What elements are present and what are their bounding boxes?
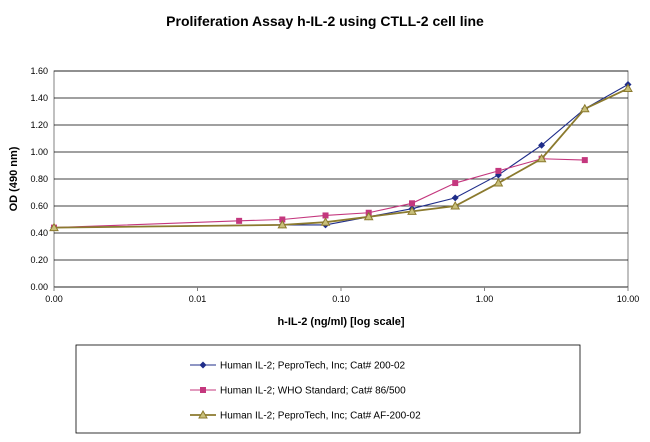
legend-marker xyxy=(200,387,206,393)
data-point xyxy=(320,217,331,226)
data-point xyxy=(279,216,286,223)
y-tick-label: 1.00 xyxy=(30,147,48,157)
legend-marker xyxy=(198,409,208,419)
data-point xyxy=(581,157,588,164)
series-3 xyxy=(49,83,633,232)
data-point xyxy=(623,83,633,93)
legend-label: Human IL-2; PeproTech, Inc; Cat# AF-200-… xyxy=(220,411,421,422)
x-axis-title: h-IL-2 (ng/ml) [log scale] xyxy=(277,316,404,328)
data-point xyxy=(322,212,329,219)
data-point xyxy=(536,153,547,163)
data-point xyxy=(277,219,288,229)
y-tick-label: 1.40 xyxy=(30,93,48,103)
data-point xyxy=(495,167,502,174)
data-point xyxy=(49,222,59,232)
data-point xyxy=(451,194,459,202)
x-tick-label: 0.01 xyxy=(189,294,207,304)
x-tick-label: 0.00 xyxy=(45,294,63,304)
y-tick-label: 0.80 xyxy=(30,174,48,184)
data-point xyxy=(236,217,243,224)
x-tick-label: 10.00 xyxy=(617,294,640,304)
data-point xyxy=(452,180,459,187)
legend-box xyxy=(75,344,581,434)
x-tick-label: 0.10 xyxy=(332,294,350,304)
y-tick-label: 1.60 xyxy=(30,66,48,76)
y-axis-title: OD (490 nm) xyxy=(8,146,20,211)
legend-item: Human IL-2; PeproTech, Inc; Cat# AF-200-… xyxy=(190,409,421,422)
data-point xyxy=(363,211,374,221)
data-point xyxy=(409,200,416,207)
x-axis-ticks: 0.00 0.01 0.10 1.00 10.00 xyxy=(45,287,639,304)
data-point xyxy=(450,200,461,210)
series-layer xyxy=(49,81,633,232)
y-tick-label: 0.40 xyxy=(30,228,48,238)
series-line xyxy=(53,158,585,229)
legend-label: Human IL-2; WHO Standard; Cat# 86/500 xyxy=(220,386,406,397)
x-tick-label: 1.00 xyxy=(476,294,494,304)
y-tick-label: 0.60 xyxy=(30,201,48,211)
series-line xyxy=(53,87,629,229)
legend-item: Human IL-2; WHO Standard; Cat# 86/500 xyxy=(190,386,406,397)
legend-marker xyxy=(199,361,207,369)
data-point xyxy=(407,206,417,215)
data-point xyxy=(579,103,590,113)
y-tick-label: 0.20 xyxy=(30,255,48,265)
y-tick-label: 0.00 xyxy=(30,282,48,292)
series-line xyxy=(53,84,629,229)
y-axis-ticks: 0.00 0.20 0.40 0.60 0.80 1.00 1.20 1.40 1.60 xyxy=(30,66,48,292)
y-tick-label: 1.20 xyxy=(30,120,48,130)
legend-item: Human IL-2; PeproTech, Inc; Cat# 200-02 xyxy=(190,361,406,372)
legend: Human IL-2; PeproTech, Inc; Cat# 200-02 H… xyxy=(75,344,581,434)
legend-label: Human IL-2; PeproTech, Inc; Cat# 200-02 xyxy=(220,361,406,372)
data-point xyxy=(538,141,546,149)
data-point xyxy=(493,178,504,187)
chart-title: Proliferation Assay h-IL-2 using CTLL-2 … xyxy=(166,13,484,29)
